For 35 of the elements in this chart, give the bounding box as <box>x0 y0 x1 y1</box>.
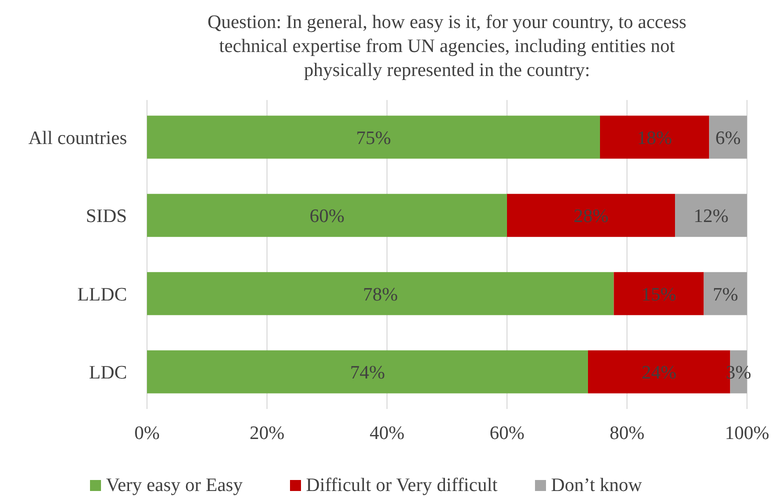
x-tick-label: 80% <box>610 423 645 444</box>
x-tick-label: 40% <box>370 423 405 444</box>
chart-title: Question: In general, how easy is it, for your country, to access technical expertise from UN agencies, including entities not physically represented in the country: <box>208 12 686 81</box>
bar <box>147 272 614 316</box>
bar <box>147 116 600 159</box>
data-label: 60% <box>310 206 345 228</box>
data-label: 28% <box>574 206 609 228</box>
x-tick-label: 60% <box>490 423 525 444</box>
bar <box>675 194 747 237</box>
data-label: 6% <box>715 128 741 149</box>
bar <box>147 350 588 394</box>
bar <box>600 116 710 159</box>
data-label: 12% <box>694 206 729 228</box>
y-tick-label: LLDC <box>77 284 127 306</box>
data-label: 75% <box>356 128 392 149</box>
x-tick-label: 20% <box>250 423 285 444</box>
data-label: 24% <box>642 362 677 384</box>
data-label: 78% <box>362 284 398 306</box>
bar <box>704 272 747 316</box>
data-label: 7% <box>712 284 738 306</box>
legend-label: Don’t know <box>551 475 642 496</box>
bar <box>147 194 507 237</box>
legend-label: Difficult or Very difficult <box>306 475 498 496</box>
legend-label: Very easy or Easy <box>106 475 244 496</box>
bar <box>614 272 704 316</box>
y-tick-label: LDC <box>89 362 127 384</box>
y-tick-label: SIDS <box>86 206 127 228</box>
y-tick-label: All countries <box>28 128 127 149</box>
x-tick-label: 100% <box>724 423 770 444</box>
x-tick-label: 0% <box>134 423 160 444</box>
data-label: 18% <box>637 128 672 149</box>
data-label: 15% <box>641 284 676 306</box>
bar <box>507 194 675 237</box>
bar <box>709 116 747 159</box>
data-label: 74% <box>350 362 386 384</box>
